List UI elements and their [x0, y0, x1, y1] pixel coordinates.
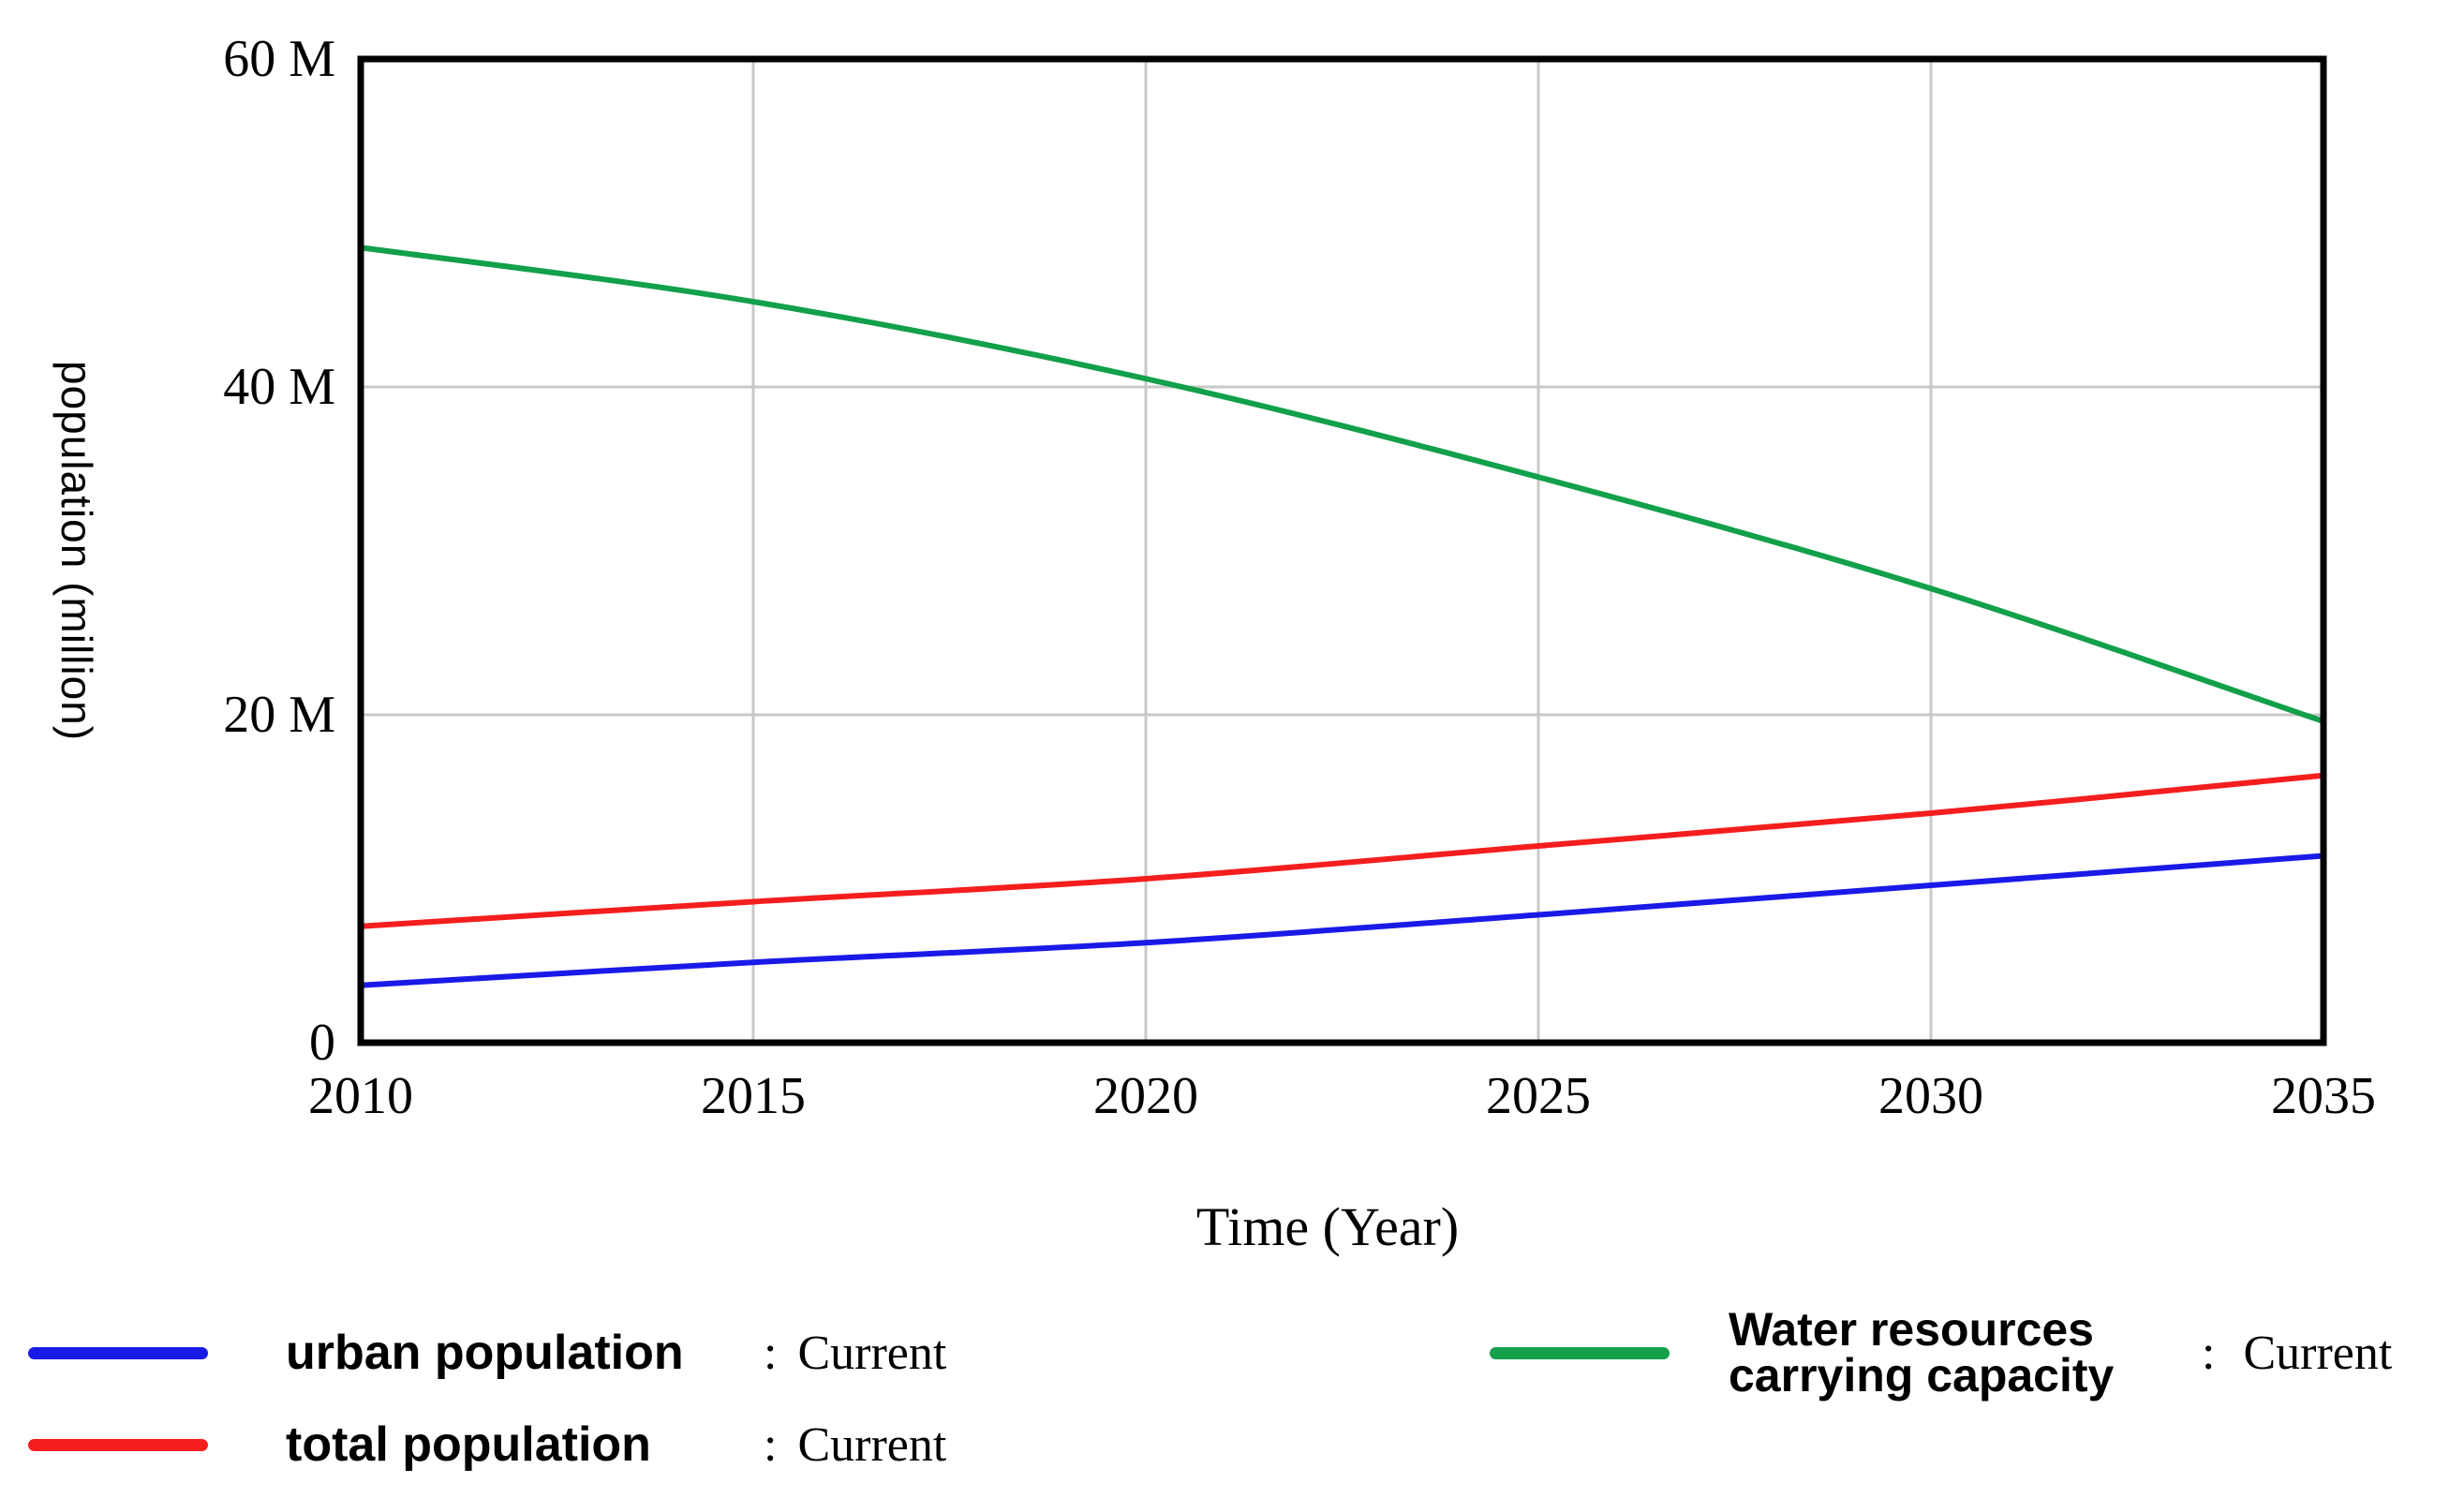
legend-series-name: Water resources carrying capacity — [1729, 1303, 2115, 1402]
x-tick-label: 2015 — [701, 1067, 806, 1125]
x-axis-title: Time (Year) — [1195, 1196, 1460, 1257]
legend-series-name: urban population — [286, 1326, 684, 1380]
y-tick-label: 40 M — [223, 358, 335, 416]
legend-separator: : — [2202, 1326, 2216, 1380]
legend-run-name: Current — [797, 1417, 947, 1472]
series-line-total-population — [358, 772, 2326, 929]
legend-entry: Water resources carrying capacity: Current — [1490, 1306, 2393, 1399]
y-tick-label: 20 M — [223, 686, 335, 744]
legend-entry: urban population: Current — [28, 1323, 946, 1383]
legend-series-name: total population — [286, 1417, 651, 1472]
legend-entry: total population: Current — [28, 1415, 946, 1475]
plot-frame — [357, 55, 2327, 1046]
legend-swatch — [28, 1346, 208, 1359]
legend-separator: : — [764, 1326, 778, 1380]
legend-run-name: Current — [797, 1326, 947, 1380]
x-tick-label: 2035 — [2271, 1067, 2376, 1125]
y-tick-label: 60 M — [223, 30, 335, 88]
legend-swatch — [28, 1438, 208, 1451]
x-tick-label: 2025 — [1486, 1067, 1591, 1125]
x-tick-label: 2010 — [308, 1067, 413, 1125]
series-line-water-resources-carrying-capacity — [358, 245, 2326, 724]
series-line-urban-population — [358, 853, 2326, 988]
y-axis-title: population (million) — [52, 360, 101, 742]
legend-separator: : — [764, 1417, 778, 1472]
legend-run-name: Current — [2243, 1326, 2393, 1380]
x-tick-label: 2020 — [1093, 1067, 1198, 1125]
legend-swatch — [1490, 1346, 1670, 1359]
y-tick-label: 0 — [309, 1014, 335, 1072]
x-tick-label: 2030 — [1878, 1067, 1983, 1125]
